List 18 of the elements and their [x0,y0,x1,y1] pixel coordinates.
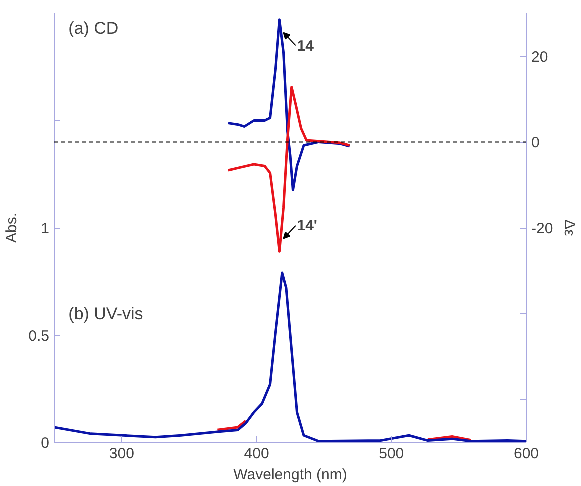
x-tick-label: 300 [109,446,134,462]
y2-tick-label: -20 [532,220,554,238]
x-tick-label: 600 [514,446,540,462]
x-axis-title: Wavelength (nm) [234,466,348,484]
annotation: (a) CD [68,19,119,38]
y2-tick-label: 20 [532,48,548,66]
y-axis-title: Abs. [4,212,21,244]
x-tick-label: 500 [379,446,404,462]
series-label: 14' [297,217,318,234]
x-tick-label: 400 [244,446,270,462]
line-series [227,86,352,253]
y2-tick-label: 0 [532,134,540,152]
series-label: 14 [297,38,315,56]
y-tick-label: 1 [41,220,50,238]
y-tick-label: 0.5 [28,328,50,345]
y2-axis-title: Δε [561,220,578,237]
annotation: (b) UV-vis [68,304,144,324]
y-tick-label: 0 [41,435,50,452]
